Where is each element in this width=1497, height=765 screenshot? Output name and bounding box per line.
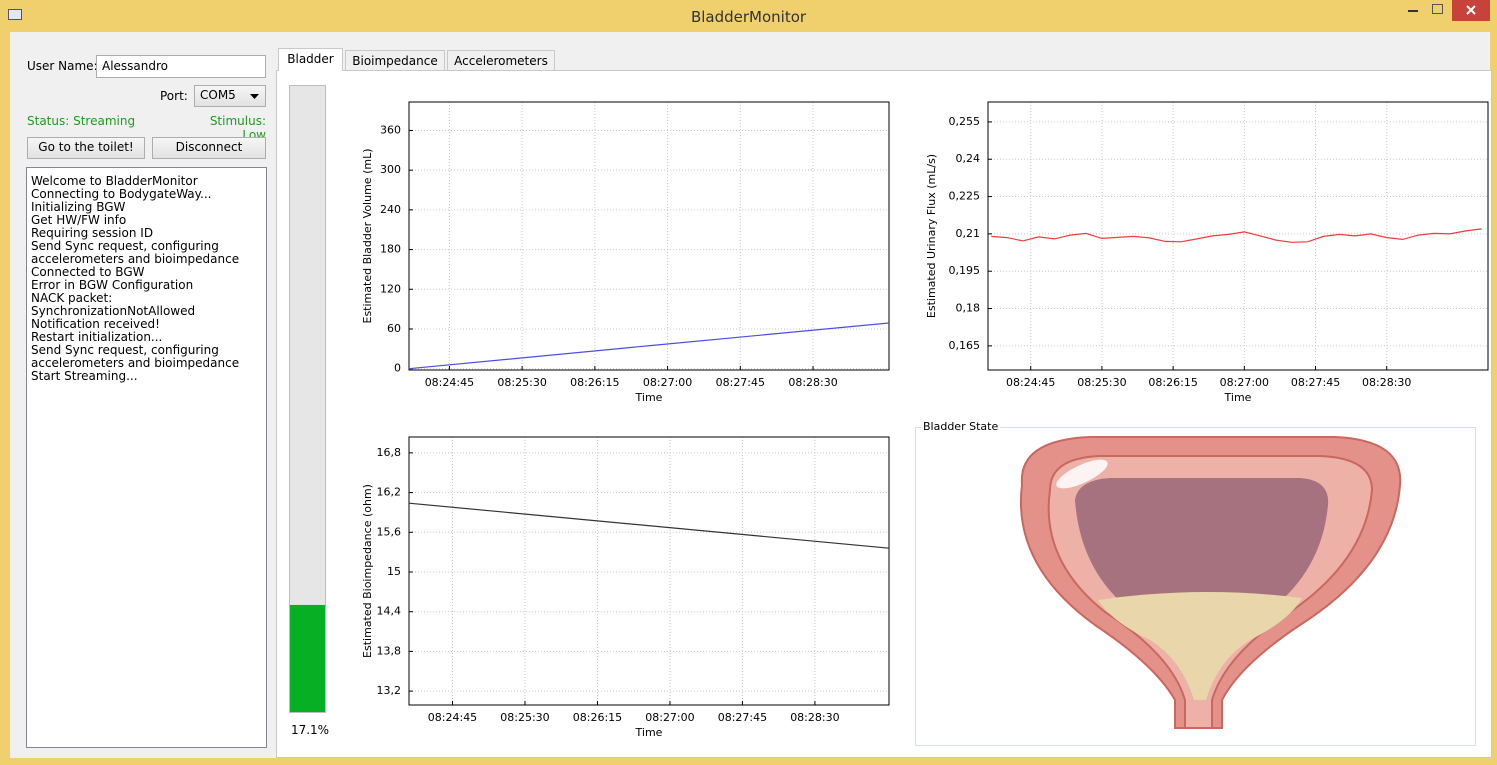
log-line: Welcome to BladderMonitor — [31, 174, 198, 188]
log-box: Welcome to BladderMonitor Connecting to B… — [26, 167, 267, 748]
x-tick-label: 08:25:30 — [497, 376, 546, 389]
x-axis-label: Time — [635, 726, 663, 739]
y-tick-label: 0 — [394, 362, 401, 375]
log-line: Requiring session ID — [31, 226, 154, 240]
y-tick-label: 0,225 — [949, 190, 981, 203]
log-line: NACK packet: SynchronizationNotAllowed — [31, 291, 196, 318]
x-tick-label: 08:27:45 — [716, 376, 765, 389]
y-tick-label: 0,18 — [956, 302, 981, 315]
x-axis-label: Time — [635, 391, 663, 404]
x-tick-label: 08:28:30 — [788, 376, 837, 389]
x-tick-label: 08:24:45 — [425, 376, 474, 389]
user-name-label: User Name: — [27, 59, 98, 73]
window-title: BladderMonitor — [690, 8, 807, 26]
close-icon — [1466, 5, 1476, 15]
x-tick-label: 08:27:00 — [1220, 376, 1269, 389]
y-tick-label: 14,4 — [377, 605, 402, 618]
port-combo[interactable]: COM5 — [194, 85, 266, 107]
y-tick-label: 180 — [380, 243, 401, 256]
y-tick-label: 240 — [380, 203, 401, 216]
y-tick-label: 15,6 — [377, 525, 402, 538]
tab[interactable]: Bladder — [278, 48, 343, 71]
log-line: Initializing BGW — [31, 200, 126, 214]
log-line: Send Sync request, configuring accelerom… — [31, 239, 240, 266]
y-tick-label: 0,195 — [949, 264, 981, 277]
bladder-illustration — [1020, 436, 1402, 729]
toilet-button[interactable]: Go to the toilet! — [27, 137, 145, 159]
x-tick-label: 08:25:30 — [500, 711, 549, 724]
status-label: Status: Streaming — [27, 114, 136, 128]
x-tick-label: 08:27:00 — [643, 376, 692, 389]
x-tick-label: 08:28:30 — [790, 711, 839, 724]
tab[interactable]: Accelerometers — [447, 50, 555, 70]
plot-area — [409, 102, 889, 370]
y-tick-label: 0,255 — [949, 115, 981, 128]
tab[interactable]: Bioimpedance — [345, 50, 445, 70]
plot-frame — [408, 436, 890, 706]
y-tick-label: 0,24 — [956, 152, 981, 165]
y-tick-label: 0,165 — [949, 339, 981, 352]
plot-frame — [408, 101, 890, 371]
maximize-button[interactable] — [1432, 4, 1443, 14]
y-axis-label: Estimated Bioimpedance (ohm) — [361, 484, 374, 658]
app-icon — [8, 9, 22, 20]
x-tick-label: 08:27:45 — [1291, 376, 1340, 389]
port-label: Port: — [160, 89, 188, 103]
combo-arrow — [250, 94, 259, 99]
y-tick-label: 360 — [380, 123, 401, 136]
y-tick-label: 16,2 — [377, 486, 402, 499]
x-axis-label: Time — [1224, 391, 1252, 404]
y-axis-label: Estimated Bladder Volume (mL) — [361, 149, 374, 324]
log-line: Connected to BGW — [31, 265, 145, 279]
y-tick-label: 60 — [387, 322, 401, 335]
plot-frame — [987, 101, 1489, 371]
log-line: Connecting to BodygateWay... — [31, 187, 212, 201]
x-tick-label: 08:26:15 — [570, 376, 619, 389]
progress-label: 17.1% — [290, 723, 330, 737]
y-tick-label: 13,8 — [377, 644, 402, 657]
user-name-input[interactable]: Alessandro — [96, 55, 266, 78]
log-line: Send Sync request, configuring accelerom… — [31, 343, 240, 370]
x-tick-label: 08:28:30 — [1362, 376, 1411, 389]
plot-area — [988, 102, 1488, 370]
log-line: Error in BGW Configuration — [31, 278, 194, 292]
bladder-state-group — [915, 427, 1476, 746]
data-line — [408, 322, 890, 370]
progress-fill — [290, 604, 325, 712]
x-tick-label: 08:24:45 — [1006, 376, 1055, 389]
x-tick-label: 08:26:15 — [573, 711, 622, 724]
x-tick-label: 08:25:30 — [1077, 376, 1126, 389]
x-tick-label: 08:27:45 — [718, 711, 767, 724]
y-tick-label: 300 — [380, 163, 401, 176]
y-tick-label: 15 — [387, 565, 401, 578]
log-line: Restart initialization... — [31, 330, 163, 344]
y-tick-label: 120 — [380, 282, 401, 295]
x-tick-label: 08:24:45 — [428, 711, 477, 724]
log-line: Get HW/FW info — [31, 213, 127, 227]
y-tick-label: 0,21 — [956, 227, 981, 240]
y-tick-label: 13,2 — [377, 684, 402, 697]
port-value: COM5 — [200, 88, 236, 102]
x-tick-label: 08:27:00 — [645, 711, 694, 724]
log-line: Start Streaming... — [31, 369, 138, 383]
plot-area — [409, 437, 889, 705]
log-line: Notification received! — [31, 317, 160, 331]
data-line — [408, 502, 890, 549]
x-tick-label: 08:26:15 — [1148, 376, 1197, 389]
minimize-button[interactable] — [1408, 10, 1418, 12]
y-tick-label: 16,8 — [377, 446, 402, 459]
data-line — [991, 228, 1482, 243]
y-axis-label: Estimated Urinary Flux (mL/s) — [925, 154, 938, 318]
group-title: Bladder State — [921, 420, 1001, 433]
close-button[interactable] — [1452, 0, 1490, 21]
disconnect-button[interactable]: Disconnect — [152, 137, 266, 159]
